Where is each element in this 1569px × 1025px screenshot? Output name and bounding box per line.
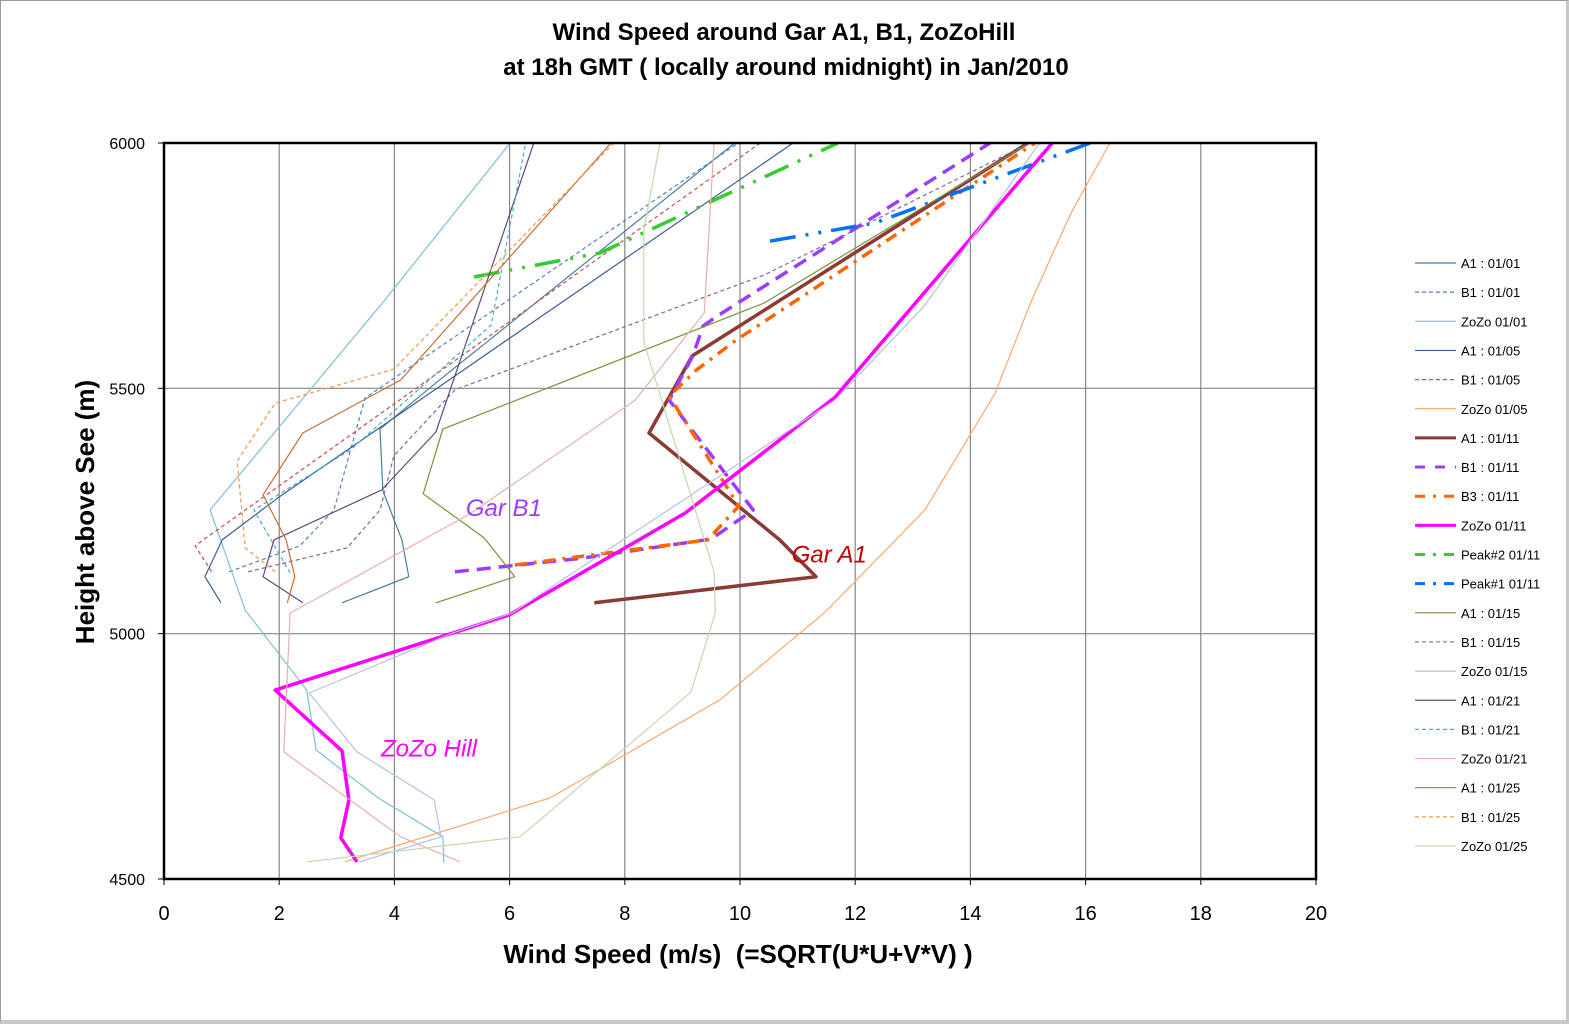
series-line-a1-01-25 (262, 142, 612, 603)
series-line-a1-01-01 (341, 142, 736, 604)
legend-item: A1 : 01/25 (1415, 781, 1520, 796)
y-tick-label: 5500 (109, 381, 145, 398)
legend-item: A1 : 01/15 (1415, 606, 1520, 621)
legend-label: B1 : 01/15 (1461, 635, 1520, 650)
legend-item: ZoZo 01/11 (1415, 518, 1527, 533)
legend-label: A1 : 01/21 (1461, 693, 1520, 708)
y-tick-label: 5000 (109, 627, 145, 644)
legend-item: Peak#1 01/11 (1415, 577, 1540, 592)
legend-item: B1 : 01/15 (1415, 635, 1520, 650)
legend-item: A1 : 01/01 (1415, 256, 1520, 271)
series-line-zozo-01-01 (209, 142, 511, 863)
legend-label: A1 : 01/05 (1461, 343, 1520, 358)
legend-item: ZoZo 01/01 (1415, 314, 1528, 329)
y-axis-label: Height above See (m) (70, 380, 100, 644)
legend-item: A1 : 01/11 (1415, 431, 1519, 446)
series-line-b1-01-05 (194, 142, 761, 573)
legend-label: B1 : 01/11 (1461, 460, 1519, 475)
legend-label: ZoZo 01/11 (1461, 518, 1527, 533)
series-line-zozo-01-25 (306, 142, 716, 863)
x-tick-label: 12 (844, 903, 866, 925)
legend-label: ZoZo 01/05 (1461, 402, 1528, 417)
legend-label: ZoZo 01/25 (1461, 839, 1528, 854)
annotation-label: Gar B1 (466, 495, 542, 522)
series-line-zozo-01-21 (283, 142, 715, 863)
chart-title-line-2: at 18h GMT ( locally around midnight) in… (503, 54, 1068, 81)
legend-label: B1 : 01/25 (1461, 810, 1520, 825)
x-tick-label: 0 (158, 903, 169, 925)
series-line-zozo-01-15 (308, 142, 1040, 863)
legend-label: A1 : 01/15 (1461, 606, 1520, 621)
x-tick-label: 6 (504, 903, 515, 925)
series-line-a1-01-05 (204, 142, 794, 604)
annotations: Gar B1 Gar A1 ZoZo Hill (380, 495, 867, 762)
series-line-peak-1-01-11 (769, 141, 1091, 243)
legend-item: B1 : 01/11 (1415, 460, 1519, 475)
legend-label: Peak#2 01/11 (1461, 548, 1540, 563)
chart-title-line-1: Wind Speed around Gar A1, B1, ZoZoHill (553, 19, 1016, 46)
series-line-peak-2-01-11 (473, 141, 839, 279)
y-tick-label: 4500 (109, 872, 145, 889)
legend-item: B1 : 01/21 (1415, 722, 1520, 737)
series-line-b1-01-11 (454, 141, 991, 574)
legend-label: B3 : 01/11 (1461, 489, 1519, 504)
legend-item: B1 : 01/05 (1415, 373, 1520, 388)
x-tick-label: 2 (274, 903, 285, 925)
legend-label: A1 : 01/01 (1461, 256, 1520, 271)
series-line-b1-01-25 (236, 142, 615, 573)
series-line-a1-01-21 (262, 142, 535, 604)
x-tick-label: 20 (1305, 903, 1327, 925)
x-axis-label: Wind Speed (m/s) (=SQRT(U*U+V*V) ) (503, 939, 972, 969)
series-line-zozo-01-11 (273, 141, 1054, 863)
x-tick-label: 16 (1074, 903, 1096, 925)
legend-item: A1 : 01/21 (1415, 693, 1520, 708)
legend-label: ZoZo 01/15 (1461, 664, 1528, 679)
legend-label: B1 : 01/21 (1461, 722, 1520, 737)
series-line-zozo-01-05 (344, 142, 1111, 863)
legend-item: ZoZo 01/21 (1415, 752, 1528, 767)
x-tick-label: 14 (959, 903, 981, 925)
x-tick-label: 8 (619, 903, 630, 925)
legend-label: B1 : 01/05 (1461, 373, 1520, 388)
annotation-label: ZoZo Hill (380, 735, 478, 762)
x-tick-label: 18 (1190, 903, 1212, 925)
legend-label: ZoZo 01/21 (1461, 752, 1528, 767)
axis-ticks: 0 2 4 6 8 10 12 14 16 18 20 4500 5000 5500 6000 (109, 136, 1327, 925)
series-line-a1-01-11 (594, 141, 1029, 605)
legend-item: ZoZo 01/05 (1415, 402, 1528, 417)
legend-label: B1 : 01/01 (1461, 285, 1520, 300)
series-line-b3-01-11 (514, 141, 1036, 567)
y-tick-label: 6000 (109, 136, 145, 153)
legend-item: B3 : 01/11 (1415, 489, 1519, 504)
x-tick-label: 10 (729, 903, 751, 925)
series-lines (194, 141, 1111, 863)
legend: A1 : 01/01 B1 : 01/01 ZoZo 01/01 A1 : 01/05… (1415, 256, 1540, 854)
legend-item: B1 : 01/25 (1415, 810, 1520, 825)
legend-item: ZoZo 01/25 (1415, 839, 1528, 854)
annotation-label: Gar A1 (792, 542, 867, 569)
legend-item: A1 : 01/05 (1415, 343, 1520, 358)
legend-label: A1 : 01/11 (1461, 431, 1519, 446)
legend-label: A1 : 01/25 (1461, 781, 1520, 796)
legend-label: Peak#1 01/11 (1461, 577, 1540, 592)
legend-label: ZoZo 01/01 (1461, 314, 1528, 329)
series-line-b1-01-01 (228, 142, 739, 573)
legend-item: B1 : 01/01 (1415, 285, 1520, 300)
legend-item: ZoZo 01/15 (1415, 664, 1528, 679)
series-line-b1-01-15 (247, 142, 1030, 573)
series-line-a1-01-15 (422, 142, 1031, 604)
x-tick-label: 4 (389, 903, 400, 925)
legend-item: Peak#2 01/11 (1415, 548, 1540, 563)
